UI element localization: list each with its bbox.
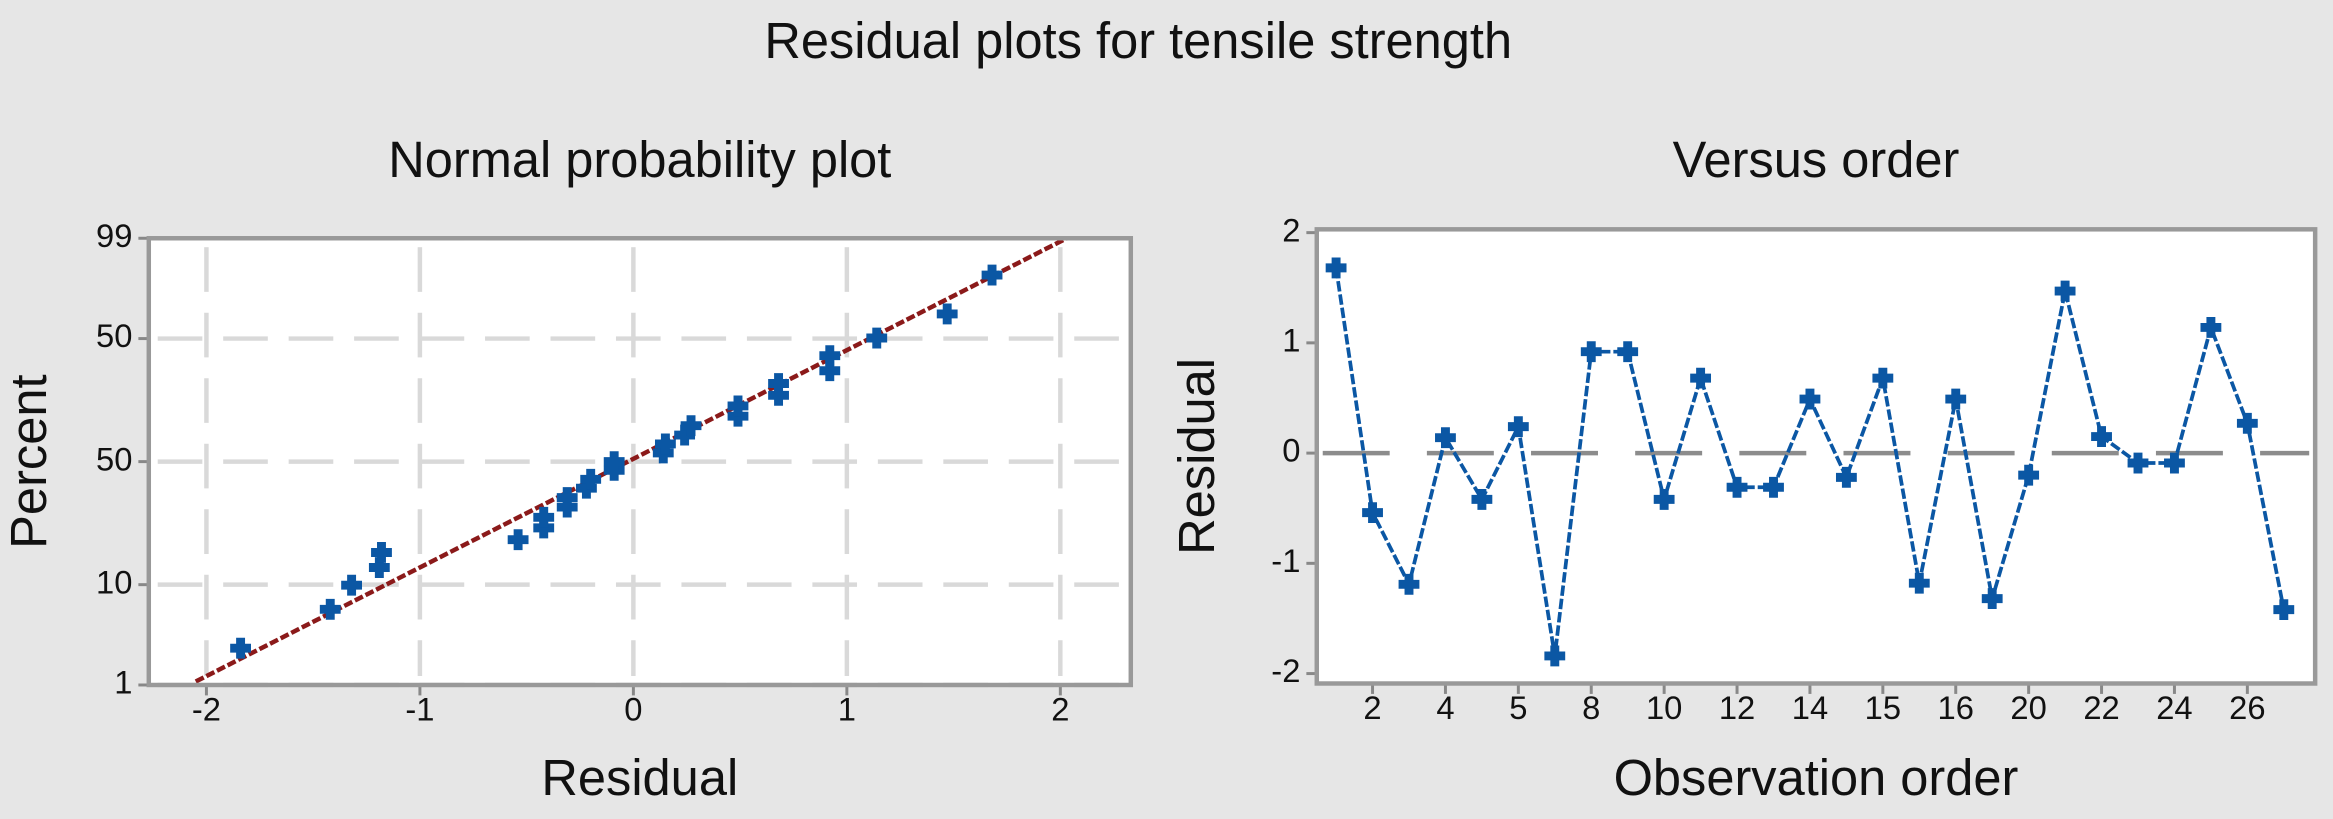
x-tick-label: 0 [624,690,642,727]
data-point [2164,452,2185,474]
data-point [368,557,390,578]
data-point [2200,317,2222,338]
x-axis-label: Residual [541,749,738,806]
data-point [680,415,702,437]
data-point [1507,416,1529,438]
x-tick-label: 2 [1051,690,1069,727]
data-point [341,574,363,596]
data-point [507,529,529,551]
data-point [1617,341,1639,363]
x-tick-label: 20 [2010,689,2046,726]
chart-title: Versus order [1673,131,1960,188]
data-point [981,264,1003,286]
data-point [1653,488,1675,510]
data-point [556,487,578,509]
data-point [533,517,555,539]
y-tick-label: 50 [96,317,132,354]
data-point [1435,427,1456,449]
plot-border [146,236,1134,688]
y-tick-label: 0 [1282,432,1300,469]
data-point [1398,573,1420,595]
x-tick-label: 22 [2083,689,2119,726]
data-point [768,384,789,406]
x-tick-label: 10 [1646,689,1682,726]
data-point [2054,280,2076,302]
data-point [1325,257,1347,279]
data-point [768,373,789,394]
data-point [2273,599,2295,621]
data-point [1981,588,2003,610]
data-point [1362,502,1383,524]
y-tick-label: -1 [1271,542,1300,579]
data-point [319,598,341,620]
data-point [674,424,696,446]
data-point [1835,466,1857,488]
y-tick-label: 99 [96,217,132,254]
x-tick-label: 26 [2229,689,2265,726]
x-tick-label: 14 [1792,689,1828,726]
data-point [936,303,958,325]
y-tick-label: 10 [96,563,132,600]
data-point [230,637,251,659]
data-point [654,433,676,455]
figure-title: Residual plots for tensile strength [764,12,1512,69]
data-point [533,506,555,528]
x-tick-label: 2 [1363,689,1381,726]
x-axis-label: Observation order [1614,749,2019,806]
x-tick-label: 4 [1436,689,1454,726]
x-tick-label: 8 [1582,689,1600,726]
x-tick-label: 16 [1938,689,1974,726]
plot-border [1314,227,2318,686]
data-point [1726,476,1748,498]
y-tick-label: 2 [1282,211,1300,248]
data-point [603,451,625,473]
x-tick-label: -2 [192,690,221,727]
y-tick-label: 1 [1282,322,1300,359]
y-axis-label: Percent [0,374,57,548]
y-tick-label: 50 [96,440,132,477]
data-point [1544,645,1566,667]
data-point [1945,388,1967,410]
x-tick-label: 24 [2156,689,2192,726]
data-point [2018,464,2040,486]
data-point [1799,388,1821,410]
data-point [727,395,749,417]
x-tick-label: 12 [1719,689,1755,726]
chart-title: Normal probability plot [388,131,891,188]
y-tick-label: 1 [114,664,132,701]
plot-area [1316,229,2316,684]
data-point [1872,367,1894,389]
data-point [1763,476,1784,498]
x-tick-label: 1 [838,690,856,727]
x-tick-label: -1 [405,690,434,727]
data-point [2236,412,2258,434]
x-tick-label: 15 [1865,689,1901,726]
data-point [1690,367,1712,389]
data-point [1908,572,1930,594]
data-point [819,345,841,367]
data-point [866,327,888,349]
y-axis-label: Residual [1168,358,1225,555]
data-point [371,542,392,563]
data-point [1471,488,1493,510]
data-point [2127,452,2149,474]
data-point [1580,341,1602,363]
data-point [819,360,841,382]
x-tick-label: 5 [1509,689,1527,726]
y-tick-label: -2 [1271,652,1300,689]
data-point [580,468,602,490]
data-point [2091,426,2112,447]
fit-line [194,236,1068,684]
